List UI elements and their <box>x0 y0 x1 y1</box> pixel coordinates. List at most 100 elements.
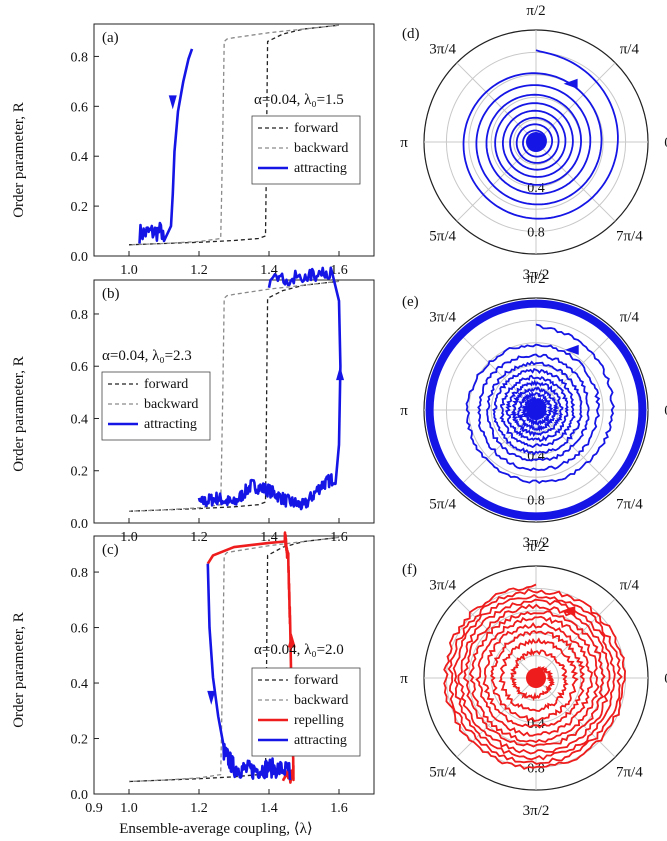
x-tick-label: 1.6 <box>330 263 348 278</box>
legend-entry: forward <box>144 377 188 392</box>
polar-spoke <box>456 141 537 222</box>
x-axis-label: Ensemble-average coupling, ⟨λ⟩ <box>119 821 313 837</box>
legend-entry: backward <box>294 693 348 708</box>
trajectory-arrow <box>561 606 576 617</box>
plots-layer: 1.0 1.2 1.4 1.6 0.0 0.2 0.4 0.6 0.8 (a) α=0.04, λ₀… <box>71 3 667 819</box>
y-tick-label: 0.6 <box>71 622 89 637</box>
angle-label: 3π/2 <box>523 535 550 551</box>
panel-label: (f) <box>402 562 417 578</box>
legend-entry: attracting <box>294 733 347 748</box>
series-forward-line <box>128 24 340 246</box>
parameter-annotation: α=0.04, λ₀=2.0 <box>254 642 344 658</box>
plot-frame <box>93 279 375 524</box>
panel-b: 1.0 1.2 1.4 1.60.00.20.40.60.8(b)α=0.04, λ₀… <box>71 266 375 545</box>
y-tick-label: 0.2 <box>71 465 89 480</box>
polar-spoke <box>456 409 537 490</box>
panel-label: (d) <box>402 26 420 42</box>
direction-arrow <box>336 366 345 381</box>
y-tick-label: 0.2 <box>71 200 89 215</box>
legend-entry: attracting <box>144 417 197 432</box>
panel-f: 0 π/4 π/2 3π/4 π 5π/4 3π/2 7π/4 0.4 0.8 (f) <box>400 539 667 819</box>
polar-spoke <box>535 677 616 758</box>
radial-tick-label: 0.8 <box>527 494 545 509</box>
y-tick-label: 0.0 <box>71 788 89 803</box>
y-axis-label-c: Order parameter, R <box>11 612 27 728</box>
x-tick-label: 1.0 <box>120 263 138 278</box>
y-tick-label: 0.0 <box>71 517 89 532</box>
plot-frame <box>93 23 375 257</box>
legend-box <box>251 115 361 185</box>
legend-entry: backward <box>144 397 198 412</box>
series-repelling-line <box>206 531 295 784</box>
y-tick-label: 0.0 <box>71 250 89 265</box>
panel-label: (e) <box>402 294 419 310</box>
radial-tick-label: 0.8 <box>527 762 545 777</box>
angle-label: 7π/4 <box>616 764 643 780</box>
legend-box <box>251 667 361 757</box>
y-tick-label: 0.4 <box>71 150 89 165</box>
y-tick-label: 0.4 <box>71 412 89 427</box>
series-attracting-line <box>138 48 194 244</box>
direction-arrow <box>287 633 296 648</box>
radial-tick-label: 0.8 <box>527 226 545 241</box>
y-axis-label-a: Order parameter, R <box>11 102 27 218</box>
y-tick-label: 0.6 <box>71 100 89 115</box>
x-tick-label: 1.2 <box>190 263 208 278</box>
legend-box <box>101 371 211 441</box>
series-backward-line <box>128 536 340 783</box>
angle-label: π/2 <box>526 3 545 19</box>
x-tick-label: 1.0 <box>120 801 138 816</box>
series-forward-line <box>128 280 340 512</box>
legend-entry: forward <box>294 673 338 688</box>
panel-label: (c) <box>102 542 119 558</box>
x-tick-label: 1.2 <box>190 530 208 545</box>
angle-label: 0 <box>664 671 667 687</box>
angle-label: π/4 <box>620 42 640 58</box>
panel-label: (a) <box>102 30 119 46</box>
angle-label: π <box>400 403 408 419</box>
angle-label: 3π/4 <box>429 42 456 58</box>
trajectory-core <box>526 668 546 688</box>
y-tick-label: 0.8 <box>71 566 89 581</box>
angle-label: π/2 <box>526 539 545 555</box>
series-attracting-line <box>206 563 292 781</box>
x-tick-label: 1.6 <box>330 801 348 816</box>
radial-tick-label: 0.4 <box>527 717 545 732</box>
panel-label: (b) <box>102 286 120 302</box>
angle-label: π/4 <box>620 310 640 326</box>
plot-frame <box>93 535 375 795</box>
y-tick-label: 0.8 <box>71 50 89 65</box>
parameter-annotation: α=0.04, λ₀=1.5 <box>254 92 344 108</box>
trajectory-arrow <box>564 344 579 355</box>
trajectory-arrow <box>563 78 578 89</box>
x-tick-label: 1.4 <box>260 801 278 816</box>
parameter-annotation: α=0.04, λ₀=2.3 <box>102 348 192 364</box>
angle-label: 3π/2 <box>523 267 550 283</box>
angle-label: 3π/4 <box>429 578 456 594</box>
phase-trajectory <box>462 49 619 220</box>
angle-label: 3π/2 <box>523 803 550 819</box>
polar-spoke <box>535 141 616 222</box>
angle-label: 0 <box>664 403 667 419</box>
angle-label: π/2 <box>526 271 545 287</box>
angle-label: π <box>400 135 408 151</box>
series-backward-line <box>128 24 340 246</box>
direction-arrow <box>168 95 177 110</box>
angle-label: 7π/4 <box>616 496 643 512</box>
angle-label: 0 <box>664 135 667 151</box>
x-tick-label: 0.9 <box>85 801 103 816</box>
series-backward-line <box>128 280 340 512</box>
y-axis-label-b: Order parameter, R <box>11 356 27 472</box>
angle-label: 5π/4 <box>429 764 456 780</box>
phase-trajectory <box>465 323 615 484</box>
legend-entry: repelling <box>294 713 344 728</box>
angle-label: π <box>400 671 408 687</box>
angle-label: π/4 <box>620 578 640 594</box>
panel-a: 1.0 1.2 1.4 1.60.00.20.40.60.8(a)α=0.04, λ₀… <box>71 23 375 278</box>
angle-label: 7π/4 <box>616 228 643 244</box>
y-tick-label: 0.4 <box>71 677 89 692</box>
trajectory-core <box>526 400 546 420</box>
angle-label: 5π/4 <box>429 228 456 244</box>
